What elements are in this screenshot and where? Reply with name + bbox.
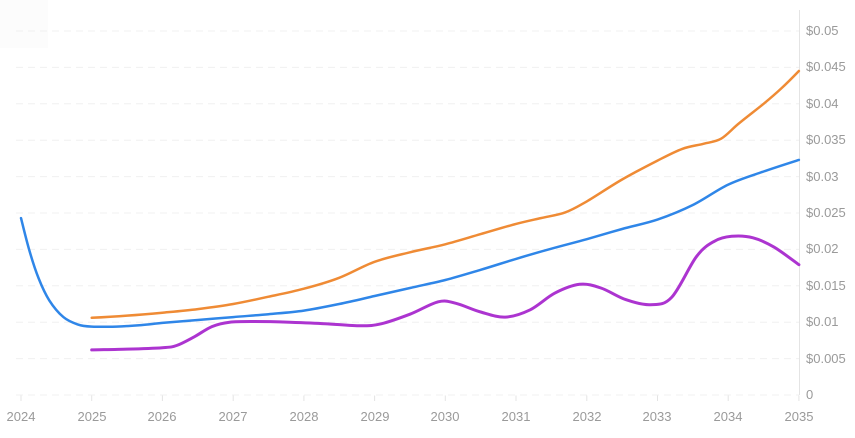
y-axis-label: $0.015	[806, 278, 846, 293]
y-axis-label: $0.045	[806, 59, 846, 74]
purple-forecast-line[interactable]	[90, 234, 801, 352]
x-axis-label: 2033	[642, 409, 672, 424]
x-axis-label: 2030	[430, 409, 460, 424]
y-axis-label: $0.05	[806, 23, 839, 38]
x-axis-label: 2025	[77, 409, 107, 424]
y-axis-label: $0.03	[806, 169, 839, 184]
y-axis-label: $0.005	[806, 351, 846, 366]
y-axis-label: $0.035	[806, 132, 846, 147]
watermark-square	[0, 0, 48, 48]
y-axis-label: $0.025	[806, 205, 846, 220]
y-axis-label: $0.04	[806, 96, 839, 111]
x-axis-label: 2035	[784, 409, 814, 424]
y-axis-label: 0	[806, 387, 814, 402]
x-axis-label: 2024	[6, 409, 36, 424]
orange-forecast-line[interactable]	[90, 69, 801, 320]
x-axis-label: 2028	[289, 409, 319, 424]
x-axis-label: 2034	[713, 409, 743, 424]
x-axis-label: 2029	[360, 409, 390, 424]
y-axis-label: $0.02	[806, 241, 839, 256]
x-axis-label: 2027	[218, 409, 248, 424]
axis-group	[20, 10, 800, 401]
x-axis-label: 2026	[147, 409, 177, 424]
gridlines-group	[16, 30, 799, 396]
x-axis-label: 2032	[572, 409, 602, 424]
y-axis-label: $0.01	[806, 314, 839, 329]
blue-forecast-line[interactable]	[19, 158, 801, 329]
series-group	[19, 69, 801, 352]
x-axis-label: 2031	[501, 409, 531, 424]
